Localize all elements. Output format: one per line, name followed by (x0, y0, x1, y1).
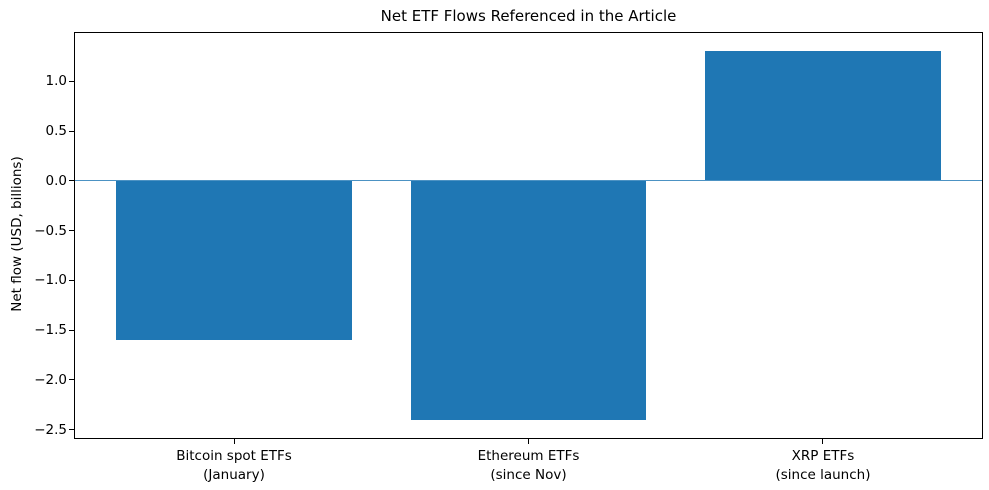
x-tick-label: Ethereum ETFs (since Nov) (478, 447, 580, 485)
y-tick-label: 0.0 (45, 172, 67, 189)
y-tick (69, 80, 74, 82)
x-tick-label-line: Ethereum ETFs (477, 448, 580, 464)
y-tick (69, 230, 74, 232)
x-tick (822, 439, 824, 444)
x-tick-label-line: (since launch) (775, 467, 871, 484)
y-tick (69, 379, 74, 381)
y-tick-label: −0.5 (34, 222, 67, 239)
zero-line (75, 180, 982, 182)
y-tick (69, 429, 74, 431)
y-tick-label: −1.5 (34, 322, 67, 339)
x-tick (528, 439, 529, 444)
y-tick (69, 279, 74, 281)
bar-1 (410, 180, 647, 420)
y-tick (69, 329, 74, 331)
x-tick-label: Bitcoin spot ETFs (January) (176, 447, 292, 485)
x-tick (233, 439, 235, 444)
y-axis-label: Net flow (USD, billions) (9, 156, 25, 312)
x-tick-label: XRP ETFs (since launch) (775, 447, 870, 485)
x-tick-label-line: XRP ETFs (791, 448, 855, 464)
x-tick-label-line: Bitcoin spot ETFs (176, 448, 292, 464)
bar-2 (705, 51, 941, 181)
x-tick-label-line: (January) (203, 467, 265, 484)
y-tick (69, 130, 74, 132)
x-tick-label-line: (since Nov) (490, 467, 567, 484)
plot-area: 1.0 0.5 0.0 −0.5 −1.0 −1.5 −2.0 −2.5 Bitcoin spo… (34, 32, 983, 483)
y-tick-label: 0.5 (45, 123, 67, 140)
y-tick-label: 1.0 (45, 73, 67, 90)
y-tick (69, 180, 74, 182)
y-tick-label: −2.5 (34, 421, 67, 438)
y-tick-label: −2.0 (34, 371, 67, 388)
chart-title: Net ETF Flows Referenced in the Article (380, 7, 677, 25)
bar-0 (116, 180, 352, 340)
y-tick-label: −1.0 (34, 272, 67, 289)
